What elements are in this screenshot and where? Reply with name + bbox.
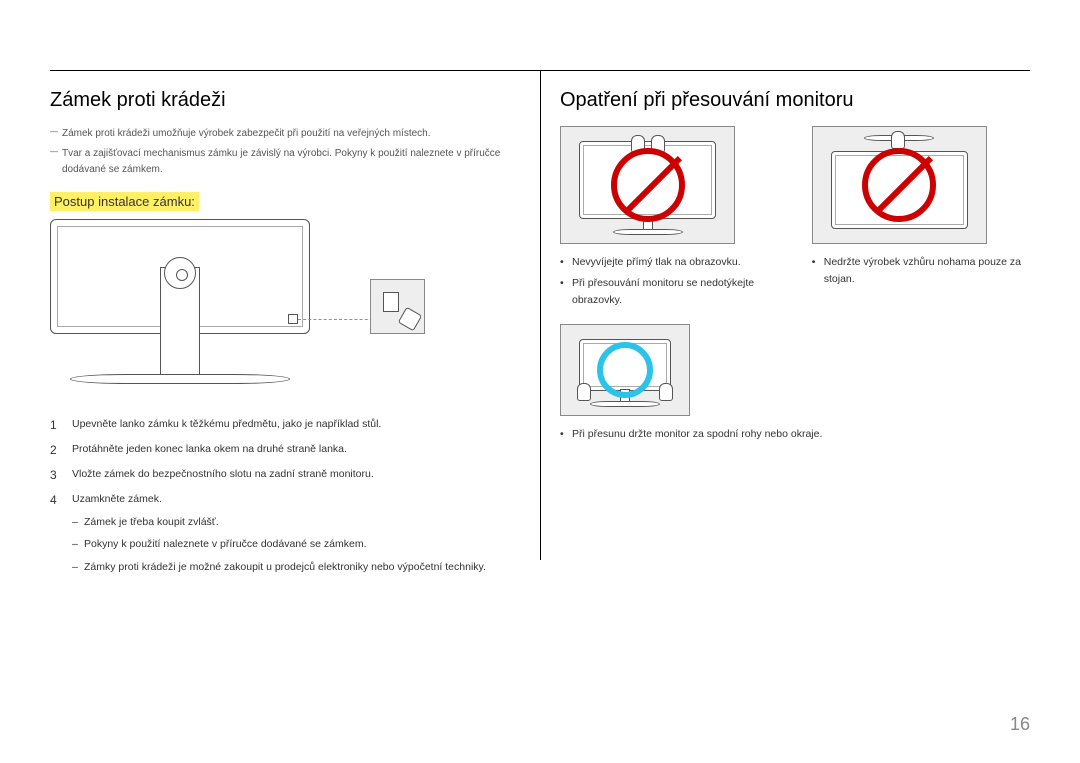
page-number: 16 [1010, 714, 1030, 735]
bullets-no-press: Nevyvíjejte přímý tlak na obrazovku. Při… [560, 254, 782, 308]
leader-line [298, 319, 378, 320]
inset-detail [370, 279, 425, 334]
hand-icon [891, 131, 905, 149]
sub-1: Zámek je třeba koupit zvlášť. [72, 513, 520, 532]
stand-base-icon [70, 374, 290, 384]
hand-icon [577, 383, 591, 401]
block-no-press: Nevyvíjejte přímý tlak na obrazovku. Při… [560, 126, 782, 312]
bullets-no-upside: Nedržte výrobek vzhůru nohama pouze za s… [812, 254, 1030, 288]
bullet-2: Nedržte výrobek vzhůru nohama pouze za s… [812, 254, 1030, 288]
bullet-3: Při přesunu držte monitor za spodní rohy… [560, 426, 1030, 443]
step-3: Vložte zámek do bezpečnostního slotu na … [50, 465, 520, 484]
figure-no-upside [812, 126, 987, 244]
lock-slot-icon [288, 314, 298, 324]
ok-ring-icon [597, 342, 653, 398]
bullet-1b: Při přesouvání monitoru se nedotýkejte o… [560, 275, 782, 309]
step-1: Upevněte lanko zámku k těžkému předmětu,… [50, 415, 520, 434]
figure-lock-install [50, 219, 430, 399]
step-4-notes: Zámek je třeba koupit zvlášť. Pokyny k p… [72, 513, 520, 578]
hand-icon [659, 383, 673, 401]
prohibition-icon [611, 148, 685, 222]
heading-precautions: Opatření při přesouvání monitoru [560, 89, 1030, 112]
sub-3: Zámky proti krádeži je možné zakoupit u … [72, 558, 520, 577]
bullets-hold-corners: Při přesunu držte monitor za spodní rohy… [560, 426, 1030, 443]
column-divider [540, 70, 541, 560]
subheading-highlighted: Postup instalace zámku: [50, 192, 199, 211]
step-2: Protáhněte jeden konec lanka okem na dru… [50, 440, 520, 459]
block-hold-corners: Při přesunu držte monitor za spodní rohy… [560, 324, 1030, 443]
note-2: Tvar a zajišťovací mechanismus zámku je … [50, 146, 520, 178]
note-1: Zámek proti krádeži umožňuje výrobek zab… [50, 126, 520, 142]
right-column: Opatření při přesouvání monitoru Nevyvíj… [560, 89, 1030, 583]
heading-lock: Zámek proti krádeži [50, 89, 520, 112]
step-4: Uzamkněte zámek. Zámek je třeba koupit z… [50, 490, 520, 578]
step-4-text: Uzamkněte zámek. [72, 493, 162, 505]
figure-hold-corners [560, 324, 690, 416]
sub-2: Pokyny k použití naleznete v příručce do… [72, 535, 520, 554]
monitor-base-icon [613, 229, 683, 235]
stand-hub-icon [164, 257, 196, 289]
notes-block: Zámek proti krádeži umožňuje výrobek zab… [50, 126, 520, 178]
inset-lock-icon [398, 307, 423, 332]
bullet-1a: Nevyvíjejte přímý tlak na obrazovku. [560, 254, 782, 271]
figure-no-press [560, 126, 735, 244]
inset-slot-icon [383, 292, 399, 312]
install-steps: Upevněte lanko zámku k těžkému předmětu,… [50, 415, 520, 577]
prohibition-icon [862, 148, 936, 222]
right-top-row: Nevyvíjejte přímý tlak na obrazovku. Při… [560, 126, 1030, 318]
monitor-base-icon [590, 401, 660, 407]
block-no-upside: Nedržte výrobek vzhůru nohama pouze za s… [812, 126, 1030, 292]
left-column: Zámek proti krádeži Zámek proti krádeži … [50, 89, 520, 583]
